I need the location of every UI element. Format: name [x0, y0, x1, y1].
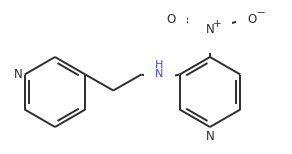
Text: O: O — [247, 12, 257, 26]
Text: −: − — [257, 8, 265, 18]
Text: N: N — [206, 130, 214, 144]
Text: O: O — [166, 12, 175, 26]
Text: N: N — [206, 22, 214, 36]
Text: H
N: H N — [155, 60, 164, 79]
Text: N: N — [14, 68, 23, 81]
Text: +: + — [213, 19, 221, 29]
